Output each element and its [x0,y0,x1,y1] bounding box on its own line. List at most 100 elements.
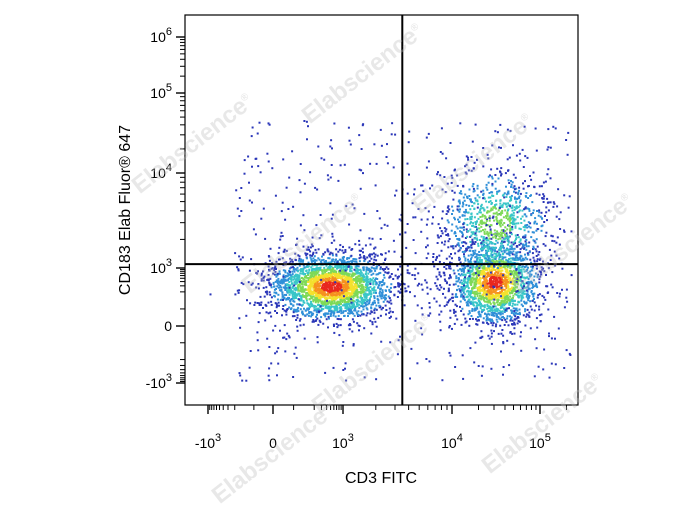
event-dot [472,167,475,170]
event-dot [499,270,502,273]
event-dot [487,323,490,326]
event-dot [321,287,323,290]
event-dot [512,300,515,303]
event-dot [467,287,470,290]
event-dot [527,287,530,290]
event-dot [323,275,326,278]
event-dot [291,260,294,263]
event-dot [274,310,277,312]
event-dot [362,298,365,301]
event-dot [513,253,516,256]
event-dot [370,273,373,276]
event-dot [296,281,299,284]
event-dot [501,297,504,299]
event-dot [536,326,539,329]
event-dot [317,270,320,273]
event-dot [323,261,326,263]
event-dot [239,258,242,261]
event-dot [368,302,370,305]
event-dot [443,243,446,246]
event-dot [479,282,482,285]
event-dot [526,308,529,311]
event-dot [324,279,327,282]
event-dot [321,272,324,275]
event-dot [240,281,243,284]
event-dot [347,306,350,309]
event-dot [364,295,367,298]
event-dot [466,289,469,292]
event-dot [492,288,495,291]
event-dot [333,272,336,275]
event-dot [497,271,500,274]
event-dot [482,317,485,320]
event-dot [506,211,509,214]
event-dot [461,307,464,310]
event-dot [469,222,472,225]
event-dot [285,249,288,252]
event-dot [473,216,476,219]
event-dot [540,266,543,269]
event-dot [276,298,279,301]
event-dot [294,274,297,277]
event-dot [500,247,503,250]
event-dot [510,279,513,282]
event-dot [527,271,530,274]
event-dot [538,278,541,281]
event-dot [309,250,312,253]
event-dot [447,233,449,236]
event-dot [350,294,353,297]
event-dot [487,318,490,321]
event-dot [523,270,526,273]
event-dot [274,267,276,270]
event-dot [481,282,484,285]
event-dot [480,284,483,287]
event-dot [488,265,491,267]
event-dot [326,292,329,295]
event-dot [318,273,321,276]
event-dot [508,258,510,260]
event-dot [355,276,357,279]
event-dot [481,309,484,311]
event-dot [336,283,339,286]
event-dot [532,256,535,259]
event-dot [513,327,516,330]
event-dot [463,211,466,214]
event-dot [365,266,368,269]
event-dot [535,264,538,267]
event-dot [372,272,375,275]
event-dot [436,242,439,244]
event-dot [336,289,339,292]
event-dot [285,283,288,286]
event-dot [448,299,450,302]
event-dot [496,320,499,323]
event-dot [459,226,462,229]
event-dot [510,299,513,302]
event-dot [316,272,319,275]
event-dot [451,189,454,192]
event-dot [519,242,522,245]
event-dot [484,267,487,270]
event-dot [374,320,377,323]
event-dot [501,260,504,263]
event-dot [331,259,334,262]
event-dot [287,298,290,301]
event-dot [344,291,347,294]
event-dot [455,280,458,283]
event-dot [314,269,317,272]
event-dot [469,264,472,267]
event-dot [310,271,313,274]
event-dot [295,281,298,283]
event-dot [351,304,354,307]
event-dot [275,291,277,294]
event-dot [526,226,529,229]
event-dot [284,218,287,221]
event-dot [341,281,344,284]
event-dot [501,242,504,245]
event-dot [276,304,279,307]
event-dot [320,316,323,319]
event-dot [339,307,342,310]
event-dot [332,267,335,270]
event-dot [313,309,316,312]
event-dot [525,268,528,271]
event-dot [505,276,508,279]
